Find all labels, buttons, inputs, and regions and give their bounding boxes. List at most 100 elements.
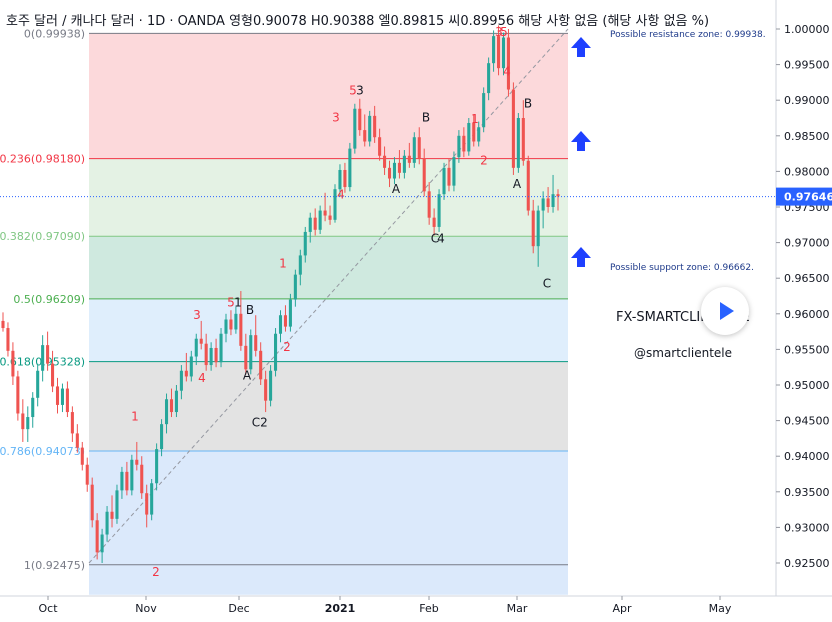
candle-body [417, 137, 421, 159]
wave-label: 3 [495, 25, 503, 39]
candle-body [55, 386, 60, 405]
candle-body [447, 167, 451, 186]
candle-body [378, 137, 382, 156]
candle-body [556, 194, 560, 197]
candle-body [269, 370, 273, 401]
price-tick-label: 0.96000 [784, 308, 830, 321]
candle-body [278, 315, 283, 334]
price-tick-label: 0.95000 [784, 379, 830, 392]
wave-label: C [543, 276, 551, 290]
wave-label: 4 [437, 232, 445, 246]
wave-label: 4 [337, 187, 345, 201]
candle-body [487, 63, 491, 94]
play-button[interactable] [701, 287, 749, 335]
candle-body [402, 155, 406, 173]
fib-zone [89, 236, 568, 299]
candle-body [338, 169, 342, 190]
candle-body [6, 328, 10, 351]
wave-label: 3 [332, 111, 340, 125]
price-tick-label: 0.96500 [784, 272, 830, 285]
wave-label: 3 [193, 308, 201, 322]
fib-zone [89, 298, 568, 362]
candle-body [526, 160, 530, 211]
price-tick-label: 0.98500 [784, 130, 830, 143]
candle-body [174, 390, 178, 413]
candle-body [293, 274, 297, 300]
candle-body [496, 36, 501, 69]
candle-body [407, 155, 411, 163]
candle-body [169, 399, 174, 413]
time-tick-label: Dec [228, 602, 249, 615]
candle-body [1, 320, 5, 329]
candle-body [274, 333, 278, 371]
symbol-header: 호주 달러 / 캐나다 달러 · 1D · OANDA 영형0.90078 H0… [6, 10, 709, 29]
candle-body [427, 191, 431, 218]
candle-body [36, 370, 40, 398]
candle-body [412, 137, 416, 163]
fib-zone [89, 361, 568, 452]
candle-body [551, 194, 555, 207]
candle-body [437, 194, 441, 227]
fib-levels: 0(0.99938) 0.236(0.98180) 0.382(0.97090) 0.… [0, 27, 568, 572]
candle-body [150, 483, 154, 515]
candle-body [80, 447, 84, 465]
candle-body [343, 169, 347, 188]
arrows [571, 37, 591, 267]
wave-label: A [243, 368, 252, 382]
candle-body [21, 413, 25, 430]
fib-zone [89, 451, 568, 565]
candle-body [65, 388, 69, 413]
fib-label: 0.236(0.98180) [0, 153, 85, 166]
candle-body [95, 520, 99, 553]
candle-body [457, 135, 461, 158]
price-tick-label: 0.95500 [784, 343, 830, 356]
wave-label: A [392, 182, 401, 196]
price-axis[interactable]: 1.000000.995000.990000.985000.980000.975… [0, 0, 832, 596]
candle-body [259, 350, 263, 380]
symbol-title: 호주 달러 / 캐나다 달러 · 1D · OANDA [6, 14, 225, 29]
candle-body [26, 417, 30, 430]
wave-label: A [513, 177, 522, 191]
candle-body [373, 115, 377, 138]
fib-zones [89, 33, 568, 595]
candle-body [120, 471, 124, 491]
time-tick-label: Feb [419, 602, 438, 615]
candle-body [353, 108, 357, 149]
price-tick-label: 0.94500 [784, 415, 830, 428]
fib-zone [89, 158, 568, 237]
candle-body [130, 459, 134, 491]
candle-body [155, 449, 159, 484]
wave-label: 1 [279, 257, 287, 271]
candle-body [472, 122, 476, 142]
candle-body [303, 231, 307, 256]
candle-body [313, 217, 317, 230]
candle-body [462, 135, 466, 152]
candle-body [283, 315, 287, 327]
candle-body [264, 379, 268, 401]
candle-body [432, 217, 436, 227]
candle-body [244, 345, 248, 370]
wave-label: 4 [503, 64, 511, 78]
candle-body [254, 335, 258, 351]
candle-body [184, 370, 188, 377]
candle-body [492, 36, 496, 64]
price-tick-label: 0.93000 [784, 521, 830, 534]
fib-label: 1(0.92475) [24, 559, 85, 572]
candle-body [105, 511, 109, 535]
trend-line [88, 28, 569, 564]
price-tick-label: 1.00000 [784, 23, 830, 36]
candle-body [209, 347, 213, 366]
candle-body [452, 157, 456, 186]
candle-body [288, 299, 292, 327]
candle-body [298, 255, 302, 275]
time-axis[interactable]: Oct Nov Dec 2021 Feb Mar Apr May [0, 595, 832, 615]
candle-body [348, 148, 352, 188]
price-tick-label: 0.98000 [784, 165, 830, 178]
time-tick-label: Oct [38, 602, 58, 615]
price-tick-label: 0.93500 [784, 486, 830, 499]
candle-body [179, 370, 183, 391]
candle-body [204, 343, 208, 366]
current-price-badge [776, 187, 832, 206]
